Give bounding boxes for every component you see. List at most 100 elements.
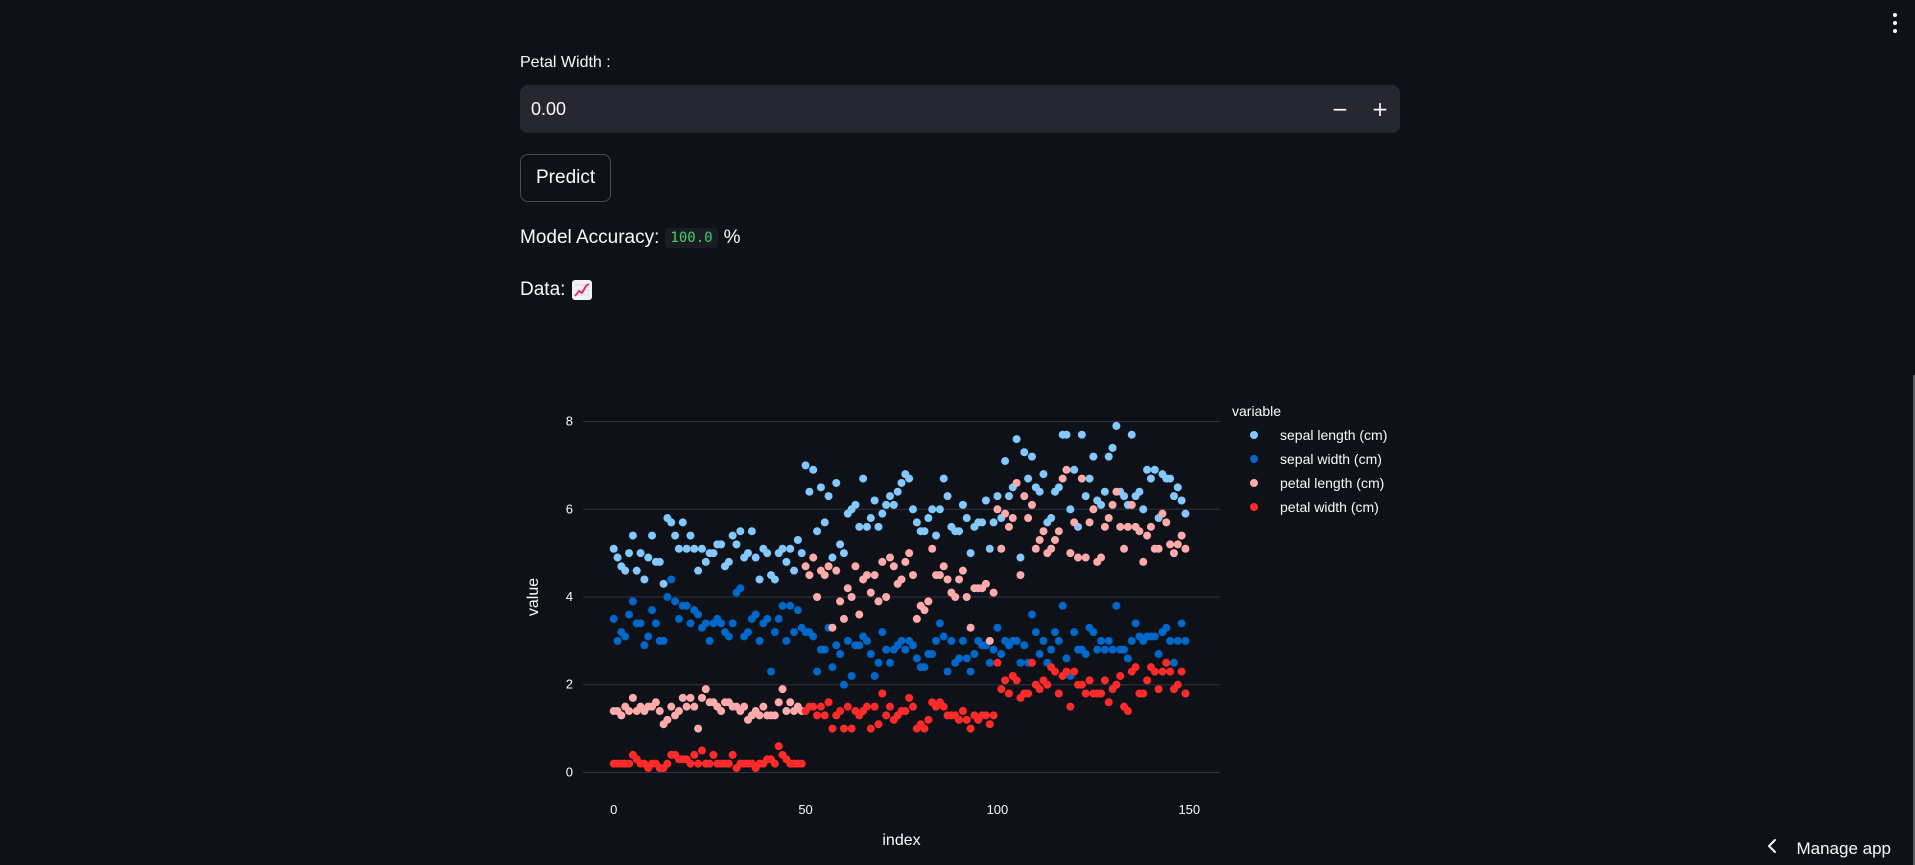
data-point	[924, 514, 933, 523]
data-point	[1162, 518, 1171, 527]
data-point	[793, 606, 802, 615]
data-point	[697, 544, 706, 553]
data-point	[828, 623, 837, 632]
data-point	[947, 636, 956, 645]
data-point	[905, 549, 914, 558]
data-point	[1146, 522, 1155, 531]
data-point	[694, 566, 703, 575]
data-point	[1047, 645, 1056, 654]
data-point	[885, 492, 894, 501]
data-point	[1154, 544, 1163, 553]
data-point	[744, 549, 753, 558]
data-point	[774, 614, 783, 623]
data-point	[770, 575, 779, 584]
data-point	[1085, 474, 1094, 483]
x-tick-label: 100	[987, 802, 1009, 817]
data-point	[1177, 667, 1186, 676]
main-menu-button[interactable]	[1887, 10, 1903, 36]
data-point	[1100, 522, 1109, 531]
data-point	[1127, 500, 1136, 509]
data-point	[993, 492, 1002, 501]
data-point	[1104, 636, 1113, 645]
data-point	[1004, 492, 1013, 501]
data-point	[1089, 505, 1098, 514]
data-point	[1146, 474, 1155, 483]
data-point	[736, 527, 745, 536]
data-point	[901, 707, 910, 716]
data-point	[836, 650, 845, 659]
data-point	[1062, 430, 1071, 439]
data-point	[663, 759, 672, 768]
data-point	[985, 720, 994, 729]
data-point	[920, 606, 929, 615]
data-point	[1081, 553, 1090, 562]
data-point	[878, 557, 887, 566]
data-point	[793, 535, 802, 544]
data-point	[674, 707, 683, 716]
data-point	[1139, 689, 1148, 698]
data-point	[985, 636, 994, 645]
data-point	[1120, 645, 1129, 654]
data-point	[1150, 465, 1159, 474]
data-point	[686, 531, 695, 540]
petal-width-input[interactable]	[520, 84, 1320, 134]
data-point	[770, 628, 779, 637]
data-point	[1112, 680, 1121, 689]
data-point	[824, 698, 833, 707]
data-point	[1173, 636, 1182, 645]
data-point	[1097, 689, 1106, 698]
data-point	[1050, 535, 1059, 544]
increment-button[interactable]: +	[1371, 97, 1389, 121]
data-point	[1097, 500, 1106, 509]
menu-dot-icon	[1893, 13, 1897, 17]
data-point	[1143, 676, 1152, 685]
data-point	[1089, 452, 1098, 461]
scrollbar[interactable]	[1913, 375, 1915, 865]
data-point	[1031, 628, 1040, 637]
data-point	[1062, 465, 1071, 474]
data-point	[909, 505, 918, 514]
data-point	[1108, 500, 1117, 509]
data-point	[885, 658, 894, 667]
manage-app-button[interactable]: Manage app	[1766, 838, 1891, 859]
data-point	[966, 667, 975, 676]
data-point	[1158, 667, 1167, 676]
data-point	[1024, 689, 1033, 698]
data-point	[847, 671, 856, 680]
data-point	[851, 562, 860, 571]
data-point	[920, 663, 929, 672]
data-point	[667, 702, 676, 711]
data-point	[866, 514, 875, 523]
data-point	[1016, 658, 1025, 667]
data-point	[1120, 544, 1129, 553]
data-point	[663, 593, 672, 601]
data-point	[1020, 492, 1029, 501]
data-point	[870, 671, 879, 680]
data-point	[1135, 487, 1144, 496]
data-point	[851, 500, 860, 509]
data-point	[932, 531, 941, 540]
data-point	[958, 707, 967, 716]
predict-button[interactable]: Predict	[520, 154, 612, 202]
data-point	[1054, 527, 1063, 536]
data-point	[1054, 483, 1063, 492]
data-point	[786, 601, 795, 610]
legend-entry-label: petal length (cm)	[1280, 475, 1384, 491]
data-point	[962, 654, 971, 663]
data-point	[628, 531, 637, 540]
data-point	[935, 505, 944, 514]
data-point	[682, 544, 691, 553]
data-point	[878, 689, 887, 698]
data-point	[805, 487, 814, 496]
data-point	[882, 500, 891, 509]
data-point	[628, 597, 637, 606]
accuracy-unit: %	[723, 227, 741, 248]
scatter-chart[interactable]: 0 2 4 6 8 0 50 100 150 index value variable sepal le…	[520, 390, 1420, 855]
data-point	[1070, 518, 1079, 527]
data-point	[993, 505, 1002, 514]
data-point	[1070, 628, 1079, 637]
data-point	[1081, 492, 1090, 501]
data-point	[866, 724, 875, 733]
decrement-button[interactable]: −	[1331, 97, 1349, 121]
data-point	[943, 667, 952, 676]
